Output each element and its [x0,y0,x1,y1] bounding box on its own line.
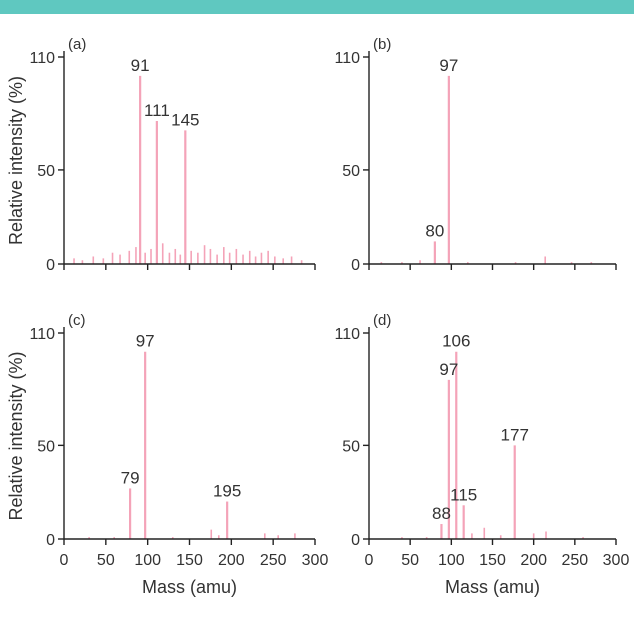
peak-label: 177 [501,425,529,444]
y-tick-label: 0 [46,257,55,274]
y-tick-label: 110 [334,50,360,67]
x-tick-label: 100 [134,552,161,569]
x-tick-label: 50 [401,552,419,569]
y-tick-label: 0 [351,257,360,274]
y-axis-title: Relative intensity (%) [6,351,26,520]
y-tick-label: 110 [29,326,55,343]
x-tick-label: 150 [176,552,203,569]
y-tick-label: 110 [334,326,360,343]
peak-label: 145 [171,110,199,129]
spectrum-panel: 97 80 0 50 110 (b) [334,36,617,274]
x-tick-label: 50 [97,552,115,569]
x-tick-label: 200 [520,552,547,569]
header-bar [0,0,634,14]
y-tick-label: 0 [351,532,360,549]
panel-label: (b) [373,36,391,53]
y-tick-label: 50 [342,163,360,180]
x-tick-label: 200 [218,552,245,569]
x-tick-label: 0 [60,552,69,569]
panel-label: (d) [373,312,391,329]
x-tick-label: 250 [260,552,287,569]
panel-label: (c) [68,312,86,329]
y-tick-label: 50 [37,438,55,455]
x-axis-title: Mass (amu) [445,577,540,597]
y-tick-label: 110 [29,50,55,67]
peak-label: 91 [131,56,150,75]
x-tick-label: 100 [438,552,465,569]
peak-label: 97 [439,56,458,75]
peak-label: 106 [442,332,470,351]
peak-label: 111 [144,101,170,120]
y-tick-label: 0 [46,532,55,549]
x-tick-label: 300 [603,552,630,569]
peak-label: 79 [121,468,140,487]
x-tick-label: 0 [365,552,374,569]
peak-label: 195 [213,482,241,501]
spectrum-panel: 97 79 195 0 50 110 0 50 100 150 200 250 300 (c) Relati… [6,312,328,597]
y-axis-title: Relative intensity (%) [6,76,26,245]
y-tick-label: 50 [342,438,360,455]
peak-label: 115 [450,485,477,504]
x-tick-label: 150 [479,552,506,569]
peak-label: 80 [425,221,444,240]
peak-label: 97 [136,332,155,351]
peak-label: 88 [432,504,451,523]
peak-label: 97 [439,360,458,379]
spectrum-panel: 91 111 145 0 50 110 (a) Relative intensity (%) [6,36,316,274]
panel-label: (a) [68,36,86,53]
x-tick-label: 300 [302,552,329,569]
x-tick-label: 250 [561,552,588,569]
x-axis-title: Mass (amu) [142,577,237,597]
y-tick-label: 50 [37,163,55,180]
